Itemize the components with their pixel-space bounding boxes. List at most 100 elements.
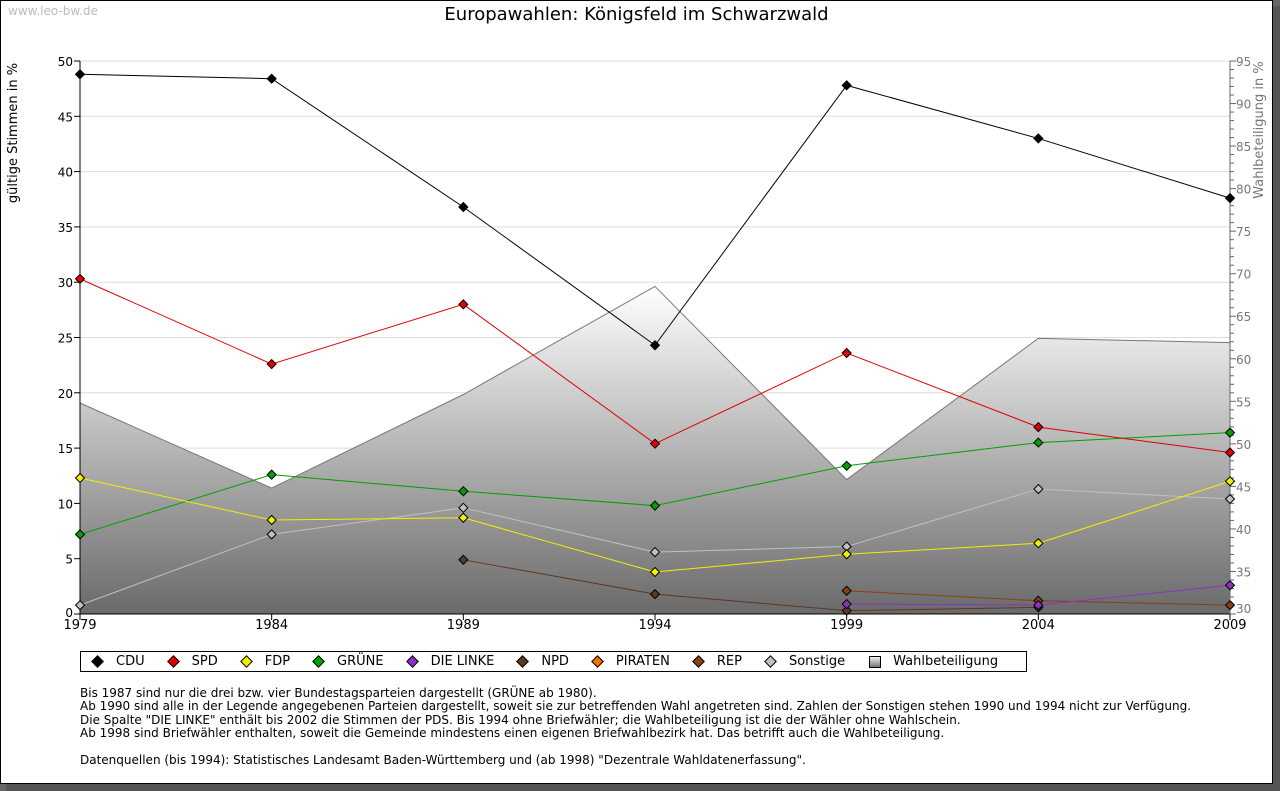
data-point (1224, 447, 1236, 458)
data-point (1033, 133, 1044, 144)
legend-item: Wahlbeteiligung (869, 654, 998, 669)
legend-marker-icon (91, 655, 104, 668)
x-tick-label: 1994 (638, 618, 671, 633)
y2-tick-label: 75 (1236, 225, 1251, 239)
legend-marker-icon (591, 655, 604, 668)
legend-marker-icon (239, 655, 253, 668)
data-point (266, 529, 277, 540)
y-tick-label: 45 (58, 110, 73, 124)
series-line-npd (463, 559, 1039, 612)
y-tick-label: 40 (58, 166, 73, 180)
turnout-area (80, 286, 1230, 614)
y-tick-label: 15 (58, 442, 73, 456)
data-point (649, 546, 661, 558)
data-point (266, 469, 277, 480)
y2-tick-label: 55 (1236, 395, 1251, 409)
legend-label: FDP (264, 654, 291, 669)
data-point (1033, 599, 1044, 611)
watermark: www.leo-bw.de (8, 4, 98, 18)
data-point (841, 460, 852, 472)
data-point (649, 588, 661, 600)
legend-item: DIE LINKE (405, 654, 495, 669)
data-point (74, 69, 86, 80)
legend-marker-icon (764, 655, 777, 668)
frame-shadow (6, 784, 1280, 791)
data-point (458, 502, 469, 514)
legend-label: SPD (191, 654, 218, 669)
footnotes: Bis 1987 sind nur die drei bzw. vier Bun… (80, 686, 1192, 768)
legend-label: GRÜNE (337, 654, 384, 669)
y2-tick-label: 70 (1236, 268, 1251, 282)
legend-marker-icon (312, 655, 325, 668)
data-point (649, 438, 661, 449)
y2-tick-label: 65 (1236, 310, 1251, 324)
legend-marker-icon (516, 655, 530, 668)
y-tick-label: 20 (58, 387, 73, 401)
y2-tick-label: 95 (1236, 55, 1251, 69)
data-point (74, 273, 86, 285)
legend-label: CDU (116, 654, 145, 669)
data-point (1224, 493, 1236, 505)
data-point (1033, 437, 1044, 448)
legend-marker-icon (166, 655, 180, 668)
legend-area-icon (869, 655, 882, 668)
y-axis-label: gültige Stimmen in % (6, 63, 21, 203)
legend-item: SPD (166, 654, 218, 669)
data-point (458, 201, 469, 213)
legend-item: GRÜNE (312, 654, 384, 669)
data-point (841, 585, 852, 596)
frame-shadow (1273, 6, 1280, 791)
y2-tick-label: 90 (1236, 98, 1251, 112)
y-tick-label: 0 (65, 606, 73, 620)
legend-item: REP (692, 654, 742, 669)
y2-tick-label: 45 (1236, 480, 1251, 494)
y2-tick-label: 30 (1236, 602, 1251, 616)
legend: CDU SPD FDP GRÜNE DIE LINKE NPD PIRATEN REP Sons… (80, 651, 1027, 672)
legend-label: DIE LINKE (430, 654, 495, 669)
data-point (1224, 580, 1236, 591)
data-point (649, 566, 661, 578)
legend-label: PIRATEN (615, 654, 670, 669)
data-point (1224, 476, 1236, 487)
data-point (1224, 427, 1236, 438)
data-point (74, 529, 86, 540)
legend-item: NPD (516, 654, 569, 669)
legend-label: Wahlbeteiligung (893, 654, 999, 669)
legend-item: FDP (239, 654, 291, 669)
turnout-line (79, 285, 1231, 489)
y-tick-label: 10 (58, 497, 73, 511)
data-point (458, 486, 469, 497)
y2-tick-label: 40 (1236, 523, 1251, 537)
data-point (1033, 421, 1044, 433)
data-point (74, 472, 86, 484)
y2-tick-label: 35 (1236, 565, 1251, 579)
data-point (841, 549, 852, 560)
x-tick-label: 1979 (63, 618, 96, 633)
y2-tick-label: 60 (1236, 353, 1251, 367)
data-point (841, 605, 852, 616)
x-tick-label: 1989 (447, 618, 480, 633)
legend-marker-icon (692, 655, 705, 668)
y-tick-label: 35 (58, 221, 73, 235)
legend-label: Sonstige (788, 654, 846, 669)
data-point (1033, 483, 1044, 495)
data-point (841, 598, 852, 610)
x-tick-label: 1999 (830, 618, 863, 633)
y-tick-label: 5 (65, 553, 73, 567)
x-tick-label: 2009 (1213, 618, 1246, 633)
data-point (458, 512, 469, 523)
data-point (649, 340, 661, 351)
y-tick-label: 25 (58, 332, 73, 346)
legend-item: PIRATEN (591, 654, 670, 669)
x-tick-label: 1984 (255, 618, 288, 633)
legend-marker-icon (405, 655, 419, 668)
legend-item: CDU (91, 654, 145, 669)
data-point (1224, 599, 1236, 611)
data-point (1033, 538, 1044, 549)
chart-title: Europawahlen: Königsfeld im Schwarzwald (444, 4, 829, 25)
data-point (841, 80, 852, 91)
x-tick-label: 2004 (1022, 618, 1055, 633)
data-point (458, 554, 469, 566)
y2-tick-label: 85 (1236, 140, 1251, 154)
data-point (458, 299, 469, 310)
